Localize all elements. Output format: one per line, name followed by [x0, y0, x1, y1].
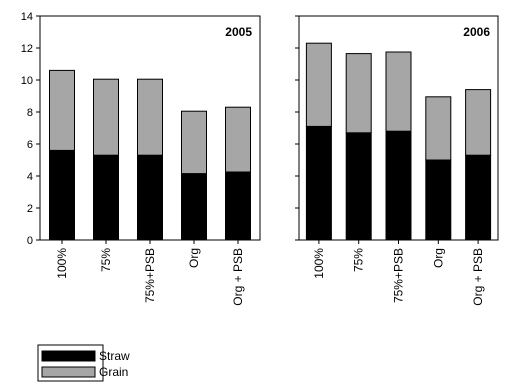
bar-grain-1	[345, 53, 372, 134]
x-category-label: 75%+PSB	[143, 248, 157, 303]
bar-grain-2	[385, 51, 412, 132]
bar-grain-2	[137, 78, 163, 156]
bar-straw-1	[345, 132, 372, 241]
bar-grain-3	[425, 96, 452, 161]
bar-grain-1	[93, 78, 119, 156]
x-category-label: Org	[431, 248, 445, 268]
bar-straw-3	[425, 159, 452, 241]
legend: Straw Grain	[37, 344, 130, 382]
bar-grain-0	[49, 69, 75, 151]
y-tick-label: 0	[27, 235, 33, 247]
bar-straw-0	[305, 125, 332, 241]
chart-panel-2006: 2006 100% 75% 75%+PSB Org Org + PSB	[295, 15, 499, 306]
x-category-label: 75%+PSB	[392, 248, 406, 303]
x-category-label: 100%	[312, 248, 326, 279]
x-category-label: 75%	[352, 248, 366, 272]
chart-title: 2005	[225, 25, 252, 39]
y-tick-label: 8	[27, 107, 33, 119]
bar-straw-3	[181, 173, 207, 241]
legend-swatch-straw	[41, 350, 96, 362]
y-tick-label: 6	[27, 139, 33, 151]
chart-title: 2006	[463, 25, 490, 39]
legend-label-straw: Straw	[99, 349, 130, 363]
bar-straw-0	[49, 149, 75, 241]
chart-panel-2005: 0 2 4 6 8 10 12 14 2005 100% 75% 75%+PSB Org Org + PS…	[21, 11, 261, 306]
bar-grain-3	[181, 110, 207, 175]
x-category-label: 75%	[99, 248, 113, 272]
legend-label-grain: Grain	[99, 365, 128, 379]
y-tick-label: 2	[27, 203, 33, 215]
x-category-label: 100%	[55, 248, 69, 279]
bar-straw-4	[465, 154, 492, 241]
bar-grain-4	[465, 89, 492, 156]
bar-grain-4	[225, 106, 251, 173]
x-category-label: Org + PSB	[471, 248, 485, 306]
bar-grain-0	[305, 42, 332, 127]
y-tick-label: 10	[21, 75, 33, 87]
legend-swatch-grain	[41, 366, 96, 378]
bar-straw-2	[385, 130, 412, 241]
x-category-label: Org	[187, 248, 201, 268]
bar-straw-4	[225, 171, 251, 241]
x-category-label: Org + PSB	[231, 248, 245, 306]
y-tick-label: 4	[27, 171, 33, 183]
bar-straw-1	[93, 154, 119, 241]
bar-straw-2	[137, 154, 163, 241]
y-tick-label: 14	[21, 11, 33, 23]
y-tick-label: 12	[21, 43, 33, 55]
